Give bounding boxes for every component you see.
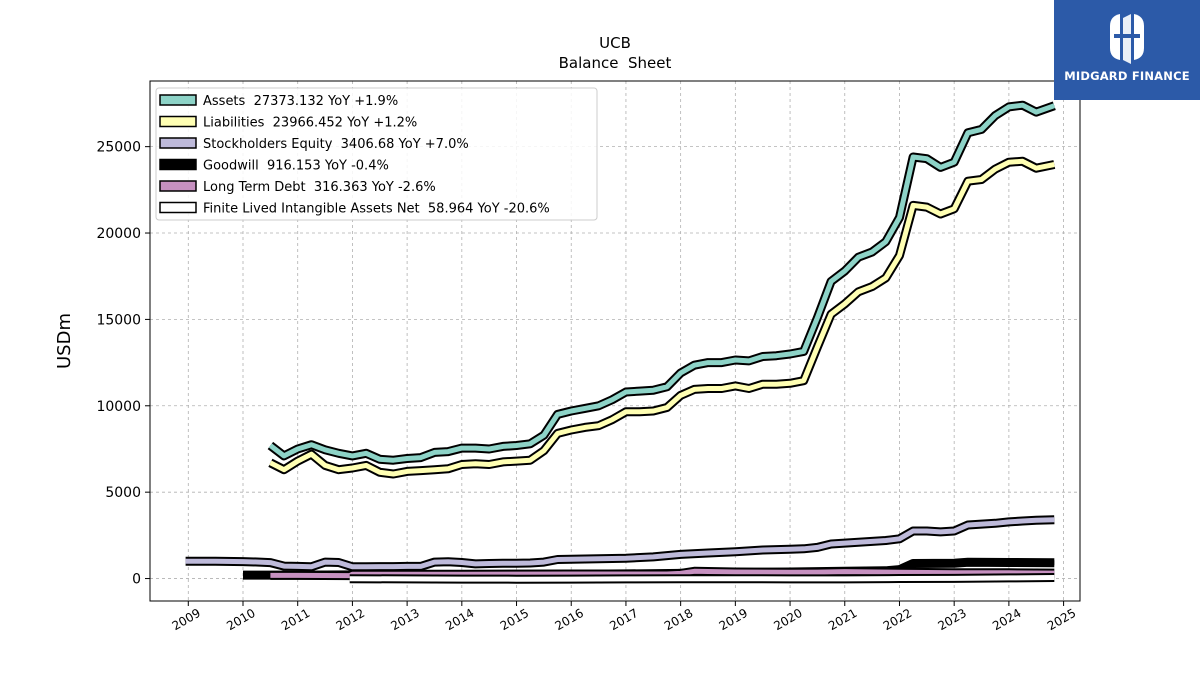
x-axis-ticks: 2009 2010 2011 2012 2013 2014 2015 2016 2017 2018… <box>170 601 1078 633</box>
legend-swatch <box>159 137 197 149</box>
series-line-5 <box>349 573 1055 584</box>
legend: Assets 27373.132 YoY +1.9% Liabilities 23… <box>155 87 598 221</box>
legend-label: Liabilities 23966.452 YoY +1.2% <box>203 116 417 131</box>
legend-label: Stockholders Equity 3406.68 YoY +7.0% <box>203 137 469 152</box>
series-stroke <box>269 158 1055 477</box>
x-tick-label: 2015 <box>498 606 531 633</box>
y-tick-label: 10000 <box>96 399 141 415</box>
y-tick-label: 20000 <box>96 226 141 242</box>
x-tick-label: 2009 <box>170 606 203 633</box>
x-tick-label: 2022 <box>881 606 914 633</box>
x-tick-label: 2014 <box>443 606 476 633</box>
logo-mark-icon <box>1110 14 1144 64</box>
legend-label: Finite Lived Intangible Assets Net 58.96… <box>203 202 550 217</box>
legend-label: Assets 27373.132 YoY +1.9% <box>203 94 398 109</box>
y-tick-label: 25000 <box>96 140 141 156</box>
chart-title: UCB <box>599 34 631 52</box>
y-tick-label: 5000 <box>105 485 141 501</box>
x-tick-label: 2010 <box>224 606 257 633</box>
x-tick-label: 2025 <box>1045 606 1078 633</box>
series-stroke <box>185 517 1055 570</box>
series-stroke <box>349 575 1055 582</box>
x-tick-label: 2017 <box>607 606 640 633</box>
series-line-1 <box>268 156 1056 479</box>
legend-swatch <box>159 158 197 171</box>
x-tick-label: 2019 <box>717 606 750 633</box>
series-line-0 <box>267 100 1056 465</box>
x-tick-label: 2024 <box>990 606 1023 633</box>
legend-swatch <box>159 115 197 128</box>
legend-swatch <box>159 94 197 106</box>
series-layer <box>185 100 1056 584</box>
series-stroke <box>268 102 1056 463</box>
y-axis-ticks: 0 5000 10000 15000 20000 25000 <box>96 140 150 588</box>
legend-box <box>155 87 598 221</box>
midgard-finance-logo: MIDGARD FINANCE <box>1054 0 1200 100</box>
chart-subtitle: Balance Sheet <box>559 54 672 72</box>
x-tick-label: 2018 <box>662 606 695 633</box>
x-tick-label: 2011 <box>279 606 312 633</box>
legend-label: Long Term Debt 316.363 YoY -2.6% <box>203 180 436 195</box>
logo-text: MIDGARD FINANCE <box>1064 69 1190 83</box>
x-tick-label: 2012 <box>334 606 367 633</box>
y-tick-label: 0 <box>132 572 141 588</box>
legend-swatch <box>159 201 197 214</box>
x-tick-label: 2016 <box>553 606 586 633</box>
x-tick-label: 2013 <box>388 606 421 633</box>
y-axis-label: USDm <box>54 313 75 369</box>
legend-label: Goodwill 916.153 YoY -0.4% <box>203 159 389 174</box>
plot-frame <box>149 80 1081 602</box>
legend-swatch <box>159 180 197 192</box>
y-tick-label: 15000 <box>96 312 141 328</box>
x-tick-label: 2020 <box>771 606 804 633</box>
series-line-2 <box>185 515 1055 572</box>
x-tick-label: 2021 <box>826 606 859 633</box>
x-tick-label: 2023 <box>935 606 968 633</box>
